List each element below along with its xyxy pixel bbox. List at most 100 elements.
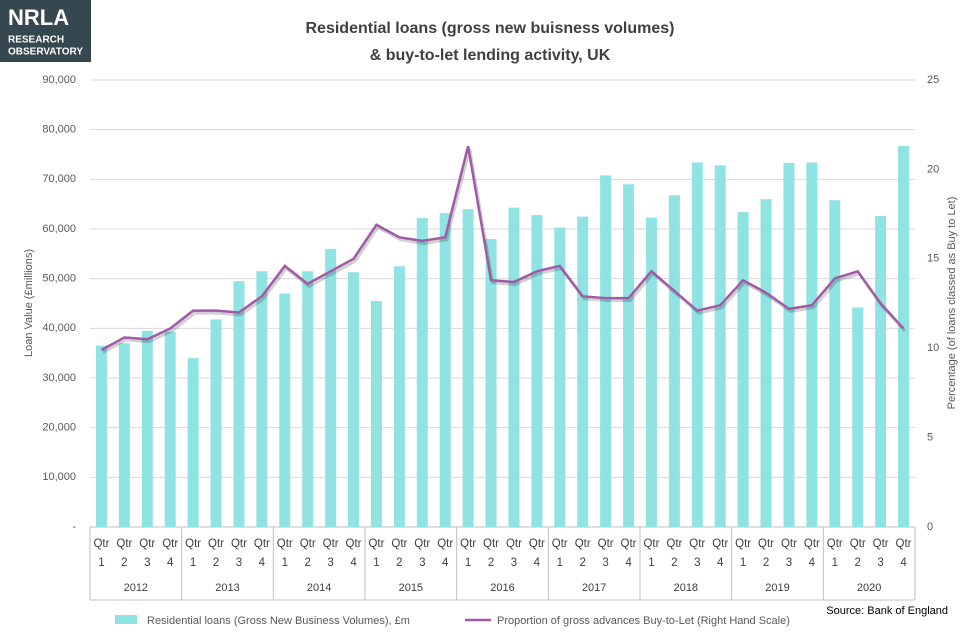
year-label: 2017 [582,582,606,594]
y-tick-label: 30,000 [42,372,76,384]
x-tick-label: Qtr 3 [322,538,339,569]
bar [393,266,405,527]
y2-tick-label: 5 [927,432,933,444]
x-tick-label: Qtr 4 [345,538,362,569]
x-tick-label: Qtr 4 [712,538,729,569]
bar [141,330,153,527]
x-tick-label: Qtr 3 [139,538,156,569]
legend-swatch [115,615,137,624]
x-tick-label: Qtr 2 [666,538,683,569]
x-tick-label: Qtr 4 [528,538,545,569]
bar [829,200,841,527]
y-tick-label: 50,000 [42,273,76,285]
bar [439,213,451,527]
y-tick-label: 40,000 [42,322,76,334]
y2-axis-label: Percentage (of loans classed as Buy to L… [946,197,958,410]
y2-tick-label: 25 [927,74,939,86]
x-tick-label: Qtr 3 [689,538,706,569]
x-tick-label: Qtr 1 [276,538,293,569]
bar [737,212,749,527]
logo-bg [0,0,91,62]
bar [577,216,589,528]
x-tick-label: Qtr 3 [505,538,522,569]
x-tick-label: Qtr 1 [93,538,110,569]
bar [302,271,314,527]
x-tick-label: Qtr 4 [437,538,454,569]
x-tick-label: Qtr 2 [849,538,866,569]
y2-tick-label: 20 [927,163,939,175]
y2-tick-label: 15 [927,253,939,265]
x-tick-label: Qtr 2 [483,538,500,569]
bar [256,271,268,527]
bar [760,199,772,527]
y-tick-label: 70,000 [42,173,76,185]
x-tick-label: Qtr 3 [597,538,614,569]
y-tick-label: 20,000 [42,422,76,434]
y-axis-label: Loan Value (£millions) [23,249,35,357]
x-tick-label: Qtr 4 [253,538,270,569]
bar [164,331,176,527]
bar [714,165,726,527]
x-tick-label: Qtr 2 [391,538,408,569]
x-tick-label: Qtr 1 [368,538,385,569]
x-tick-label: Qtr 4 [895,538,912,569]
x-tick-label: Qtr 1 [460,538,477,569]
x-tick-label: Qtr 3 [414,538,431,569]
bar [806,162,818,528]
bar [233,281,245,527]
legend-label: Proportion of gross advances Buy-to-Let … [497,615,790,627]
x-tick-label: Qtr 3 [872,538,889,569]
logo-line: OBSERVATORY [8,47,83,58]
logo-line: RESEARCH [8,35,64,46]
x-tick-label: Qtr 2 [574,538,591,569]
bar [668,195,680,527]
bar [554,227,566,527]
x-tick-label: Qtr 1 [735,538,752,569]
year-label: 2013 [215,582,239,594]
bar [645,217,657,527]
source: Source: Bank of England [826,605,948,617]
chart-title: Residential loans (gross new buisness vo… [306,20,675,37]
bar [118,343,130,527]
x-tick-label: Qtr 1 [826,538,843,569]
x-tick-label: Qtr 1 [551,538,568,569]
year-label: 2012 [124,582,148,594]
x-tick-label: Qtr 4 [620,538,637,569]
year-label: 2016 [490,582,514,594]
bar [508,207,520,528]
year-label: 2019 [765,582,789,594]
year-label: 2018 [674,582,698,594]
bar [852,307,864,527]
bar [783,162,795,527]
year-label: 2015 [399,582,423,594]
bar [370,301,382,527]
bar [462,209,474,527]
chart-title: & buy-to-let lending activity, UK [370,47,611,64]
bar [623,184,635,528]
y-tick-label: 60,000 [42,223,76,235]
bar [348,272,360,527]
bar [875,216,887,527]
bar [531,215,543,528]
bar [279,293,291,527]
bar [600,175,612,528]
legend-label: Residential loans (Gross New Business Vo… [147,615,410,627]
x-tick-label: Qtr 2 [208,538,225,569]
bar [691,162,703,528]
bar [325,248,337,527]
y2-tick-label: 10 [927,342,939,354]
x-tick-label: Qtr 4 [803,538,820,569]
y-tick-label: 90,000 [42,74,76,86]
x-tick-label: Qtr 1 [185,538,202,569]
year-label: 2014 [307,582,331,594]
x-tick-label: Qtr 2 [758,538,775,569]
bar [416,218,428,527]
x-tick-label: Qtr 1 [643,538,660,569]
bar [898,146,910,527]
y-tick-label: 10,000 [42,471,76,483]
line [100,145,905,352]
y-tick-label: 80,000 [42,124,76,136]
logo-name: NRLA [8,5,69,30]
